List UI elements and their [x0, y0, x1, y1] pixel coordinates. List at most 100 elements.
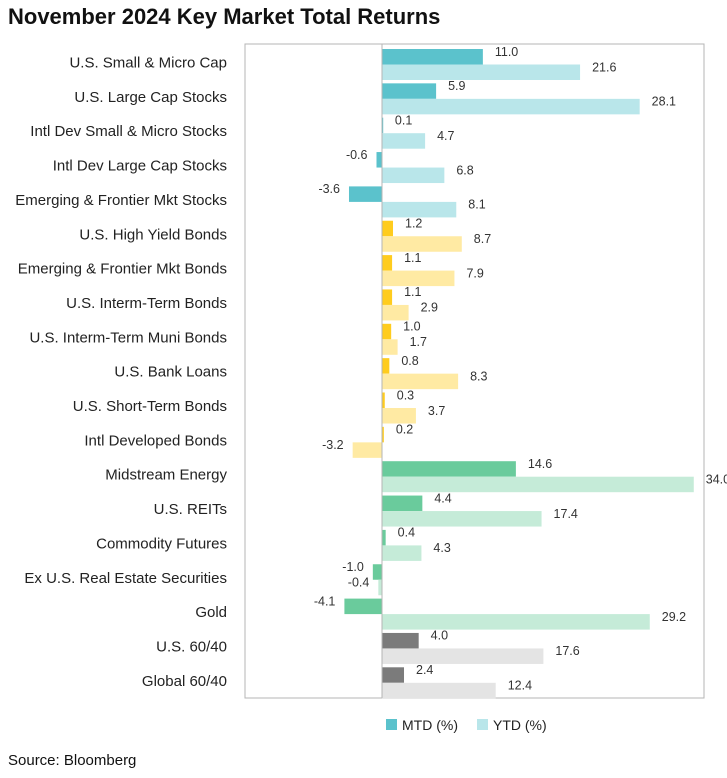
- ytd-bar: [382, 408, 416, 424]
- mtd-value-label: -4.1: [314, 594, 336, 608]
- mtd-value-label: 2.4: [416, 663, 433, 677]
- mtd-value-label: 11.0: [495, 45, 518, 59]
- ytd-bar: [382, 476, 694, 493]
- bars-group: U.S. Small & Micro Cap 11.0 21.6 U.S. Large…: [15, 45, 727, 699]
- category-label: U.S. Small & Micro Cap: [69, 55, 227, 72]
- mtd-bar: [344, 598, 382, 615]
- mtd-bar: [382, 117, 384, 134]
- ytd-bar: [382, 304, 409, 321]
- legend-ytd-swatch: [477, 719, 488, 730]
- category-label: U.S. 60/40: [156, 638, 227, 655]
- mtd-bar: [382, 358, 390, 374]
- mtd-value-label: 0.2: [396, 423, 413, 437]
- ytd-value-label: 4.7: [437, 129, 454, 143]
- category-label: Gold: [195, 604, 227, 621]
- ytd-bar: [382, 511, 542, 527]
- ytd-bar: [382, 648, 544, 664]
- ytd-bar: [382, 64, 581, 80]
- chart-title: November 2024 Key Market Total Returns: [8, 4, 441, 29]
- ytd-bar: [382, 339, 398, 355]
- mtd-value-label: 1.1: [404, 251, 421, 265]
- ytd-value-label: -3.2: [322, 438, 344, 452]
- ytd-bar: [382, 167, 445, 184]
- category-label: Ex U.S. Real Estate Securities: [24, 570, 227, 587]
- ytd-value-label: 28.1: [652, 95, 676, 109]
- ytd-bar: [382, 373, 459, 390]
- mtd-bar: [382, 461, 516, 477]
- mtd-value-label: 0.1: [395, 113, 412, 127]
- mtd-bar: [348, 186, 382, 202]
- legend-mtd-label: MTD (%): [402, 717, 458, 733]
- mtd-value-label: 1.1: [404, 285, 421, 299]
- ytd-bar: [382, 133, 426, 149]
- mtd-value-label: 0.8: [401, 354, 418, 368]
- mtd-value-label: 0.3: [397, 388, 414, 402]
- mtd-bar: [376, 152, 382, 168]
- ytd-value-label: 3.7: [428, 404, 445, 418]
- mtd-bar: [382, 83, 437, 99]
- ytd-value-label: 17.4: [554, 507, 578, 521]
- mtd-value-label: -0.6: [346, 148, 368, 162]
- mtd-bar: [382, 255, 393, 271]
- ytd-bar: [382, 201, 457, 218]
- source-note: Source: Bloomberg: [8, 752, 137, 769]
- category-label: U.S. Short-Term Bonds: [73, 398, 227, 415]
- ytd-value-label: 4.3: [433, 541, 450, 555]
- category-label: Emerging & Frontier Mkt Stocks: [15, 192, 227, 209]
- category-label: Intl Dev Large Cap Stocks: [53, 158, 227, 175]
- mtd-bar: [382, 495, 423, 512]
- category-label: Commodity Futures: [96, 535, 227, 552]
- mtd-bar: [382, 426, 384, 443]
- mtd-value-label: 5.9: [448, 79, 465, 93]
- category-label: U.S. Large Cap Stocks: [74, 89, 227, 106]
- ytd-bar: [382, 270, 455, 287]
- ytd-bar: [382, 614, 650, 630]
- mtd-bar: [382, 529, 386, 546]
- ytd-bar: [382, 682, 496, 699]
- mtd-value-label: 1.2: [405, 217, 422, 231]
- category-label: U.S. Bank Loans: [114, 364, 227, 381]
- ytd-value-label: 29.2: [662, 610, 686, 624]
- ytd-value-label: 6.8: [456, 163, 473, 177]
- mtd-bar: [382, 667, 405, 683]
- mtd-bar: [382, 323, 392, 340]
- category-label: Intl Dev Small & Micro Stocks: [30, 123, 227, 140]
- mtd-bar: [382, 289, 393, 305]
- ytd-bar: [382, 98, 640, 115]
- mtd-bar: [382, 49, 483, 65]
- ytd-bar: [352, 442, 382, 458]
- ytd-value-label: -0.4: [348, 576, 370, 590]
- ytd-value-label: 2.9: [421, 301, 438, 315]
- category-label: U.S. REITs: [154, 501, 227, 518]
- mtd-bar: [372, 564, 382, 580]
- legend-ytd-label: YTD (%): [493, 717, 547, 733]
- ytd-value-label: 7.9: [466, 266, 483, 280]
- mtd-value-label: -3.6: [318, 182, 340, 196]
- ytd-value-label: 12.4: [508, 679, 532, 693]
- legend-mtd-swatch: [386, 719, 397, 730]
- ytd-bar: [378, 579, 382, 596]
- mtd-value-label: 1.0: [403, 320, 420, 334]
- ytd-bar: [382, 545, 422, 561]
- category-label: U.S. High Yield Bonds: [79, 226, 227, 243]
- category-label: Emerging & Frontier Mkt Bonds: [18, 261, 227, 278]
- mtd-value-label: 4.4: [434, 491, 451, 505]
- mtd-value-label: -1.0: [342, 560, 364, 574]
- category-label: U.S. Interm-Term Bonds: [66, 295, 227, 312]
- mtd-value-label: 4.0: [431, 629, 448, 643]
- ytd-bar: [382, 236, 462, 252]
- mtd-value-label: 14.6: [528, 457, 552, 471]
- legend: MTD (%) YTD (%): [386, 717, 547, 733]
- mtd-bar: [382, 392, 385, 408]
- ytd-value-label: 17.6: [555, 644, 579, 658]
- ytd-value-label: 1.7: [410, 335, 427, 349]
- mtd-value-label: 0.4: [398, 526, 415, 540]
- ytd-value-label: 8.3: [470, 369, 487, 383]
- category-label: Intl Developed Bonds: [84, 432, 227, 449]
- mtd-bar: [382, 220, 394, 237]
- category-label: Midstream Energy: [105, 467, 227, 484]
- ytd-value-label: 8.7: [474, 232, 491, 246]
- mtd-bar: [382, 632, 419, 649]
- ytd-value-label: 21.6: [592, 60, 616, 74]
